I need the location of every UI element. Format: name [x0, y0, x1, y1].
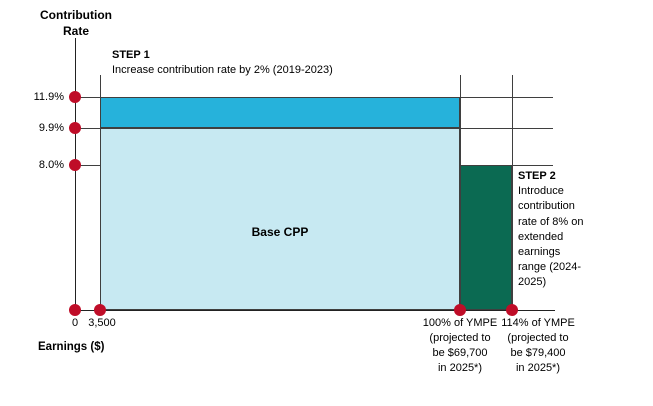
x-tick-ympe-114-line3: be $79,400 — [510, 346, 566, 359]
dot-rate-8-0 — [69, 159, 81, 171]
step1-rate-increase-band — [100, 97, 460, 128]
step1-description: Increase contribution rate by 2% (2019-2… — [112, 64, 333, 77]
gridline-ympe-114 — [512, 75, 513, 310]
x-tick-ympe-114-line1: 114% of YMPE — [501, 317, 575, 329]
dot-origin — [69, 304, 81, 316]
dot-rate-9-9 — [69, 122, 81, 134]
x-tick-ympe-100-line4: in 2025*) — [437, 361, 483, 374]
y-tick-8-0: 8.0% — [38, 159, 64, 171]
x-axis-line — [75, 310, 555, 311]
y-tick-9-9: 9.9% — [38, 122, 64, 134]
step2-description: Introduce contribution rate of 8% on ext… — [518, 185, 584, 289]
x-tick-3500: 3,500 — [88, 317, 116, 329]
x-tick-ympe-100-line2: (projected to — [429, 331, 491, 344]
step1-annotation: STEP 1 Increase contribution rate by 2% … — [112, 48, 333, 79]
dot-rate-11-9 — [69, 91, 81, 103]
x-tick-ympe-100: 100% of YMPE (projected to be $69,700 in… — [423, 316, 497, 375]
y-axis-title-line1: Contribution — [40, 8, 112, 22]
step1-title: STEP 1 — [112, 49, 150, 61]
x-tick-ympe-114: 114% of YMPE (projected to be $79,400 in… — [501, 316, 575, 375]
base-cpp-region — [100, 128, 460, 310]
x-tick-ympe-114-line4: in 2025*) — [515, 361, 561, 374]
step2-annotation: STEP 2 Introduce contribution rate of 8%… — [518, 169, 588, 290]
x-axis-title: Earnings ($) — [38, 341, 105, 353]
dot-earnings-3500 — [94, 304, 106, 316]
x-tick-ympe-100-line3: be $69,700 — [432, 346, 488, 359]
dot-ympe-100 — [454, 304, 466, 316]
dot-ympe-114 — [506, 304, 518, 316]
base-cpp-label: Base CPP — [251, 225, 309, 239]
y-axis-line — [75, 38, 76, 310]
step2-title: STEP 2 — [518, 170, 556, 182]
step2-extended-earnings-region — [460, 165, 512, 310]
y-tick-11-9: 11.9% — [33, 91, 64, 103]
y-axis-title: Contribution Rate — [30, 8, 122, 39]
x-tick-ympe-114-line2: (projected to — [507, 331, 569, 344]
x-tick-ympe-100-line1: 100% of YMPE — [422, 317, 498, 329]
y-axis-title-line2: Rate — [62, 23, 89, 38]
x-tick-zero: 0 — [71, 317, 79, 329]
